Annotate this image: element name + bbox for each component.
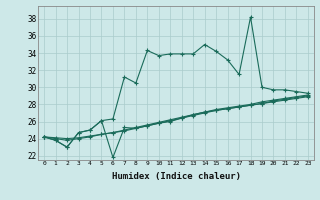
X-axis label: Humidex (Indice chaleur): Humidex (Indice chaleur) [111, 172, 241, 181]
